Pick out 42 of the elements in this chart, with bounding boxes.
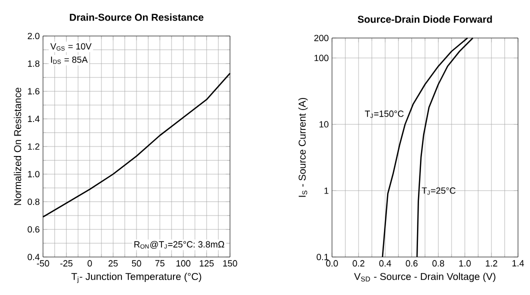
annotation: V$_{GS}$ = 10V — [50, 43, 92, 51]
chart-title: Drain-Source On Resistance — [70, 14, 204, 21]
x-tick-label: 50 — [132, 260, 142, 267]
y-tick-label: 0.1 — [316, 254, 328, 260]
y-tick-label: 0.6 — [28, 226, 40, 233]
x-tick-label: -50 — [36, 260, 50, 267]
x-tick-label: 0.6 — [406, 260, 418, 267]
y-tick-label: 1.4 — [28, 116, 40, 122]
x-tick-label: 1.4 — [512, 260, 524, 266]
y-tick-label: 10 — [320, 121, 328, 128]
x-tick-label: 100 — [176, 260, 190, 267]
annotation: I$_{DS}$ = 85A — [51, 56, 88, 64]
y-tick-label: 1.6 — [28, 88, 40, 94]
x-tick-label: 0.4 — [379, 260, 392, 267]
x-tick-label: 75 — [155, 260, 164, 266]
y-tick-label: 0.4 — [28, 254, 40, 260]
chart-title: Source-Drain Diode Forward — [358, 16, 492, 23]
annotation: R$_{ON}$@T$_{J}$=25°C: 3.8mΩ — [134, 240, 224, 249]
x-tick-label: 1.2 — [486, 260, 498, 266]
y-axis-title: Normalized On Resistance — [14, 88, 22, 205]
y-tick-label: 1.8 — [28, 60, 40, 67]
series-label: T$_{J}$=150°C — [364, 110, 404, 118]
x-axis-title: T$_{j}$- Junction Temperature (°C) — [71, 272, 202, 284]
y-axis-title: I$_{S}$ - Source Current (A) — [298, 98, 308, 197]
x-tick-label: 1.0 — [459, 260, 471, 267]
y-tick-label: 2.0 — [28, 32, 40, 40]
y-tick-label: 1.0 — [28, 170, 40, 178]
x-tick-label: 25 — [108, 260, 118, 267]
series-label: T$_{J}$=25°C — [422, 187, 456, 195]
x-tick-label: -25 — [60, 260, 72, 267]
x-tick-label: 0.0 — [326, 260, 338, 267]
y-tick-label: 100 — [314, 54, 328, 62]
x-tick-label: 125 — [200, 260, 214, 267]
x-tick-label: 0.2 — [352, 260, 364, 267]
x-tick-label: 0 — [88, 260, 92, 267]
y-tick-label: 200 — [314, 34, 328, 42]
y-tick-label: 1 — [324, 188, 328, 194]
x-axis-title: V$_{SD}$ - Source - Drain Voltage (V) — [354, 272, 496, 282]
x-tick-label: 0.8 — [432, 260, 444, 267]
y-tick-label: 1.2 — [28, 143, 40, 150]
x-tick-label: 150 — [223, 260, 238, 267]
y-tick-label: 0.8 — [28, 198, 40, 205]
